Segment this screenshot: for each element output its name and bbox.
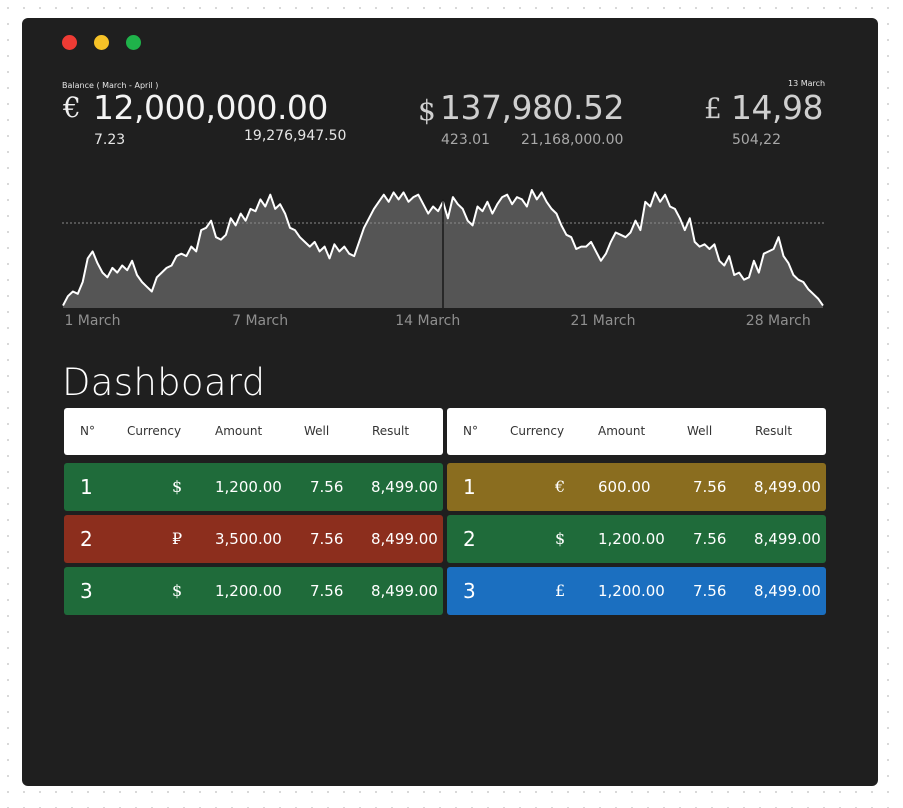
well-cell: 7.56 (693, 582, 727, 600)
app-window: Balance ( March - April ) € 12,000,000.0… (22, 18, 878, 786)
result-cell: 8,499.00 (371, 478, 438, 496)
chart-x-tick-label: 14 March (395, 313, 461, 329)
well-cell: 7.56 (310, 530, 344, 548)
pound-symbol: £ (704, 92, 722, 125)
result-cell: 8,499.00 (754, 478, 821, 496)
kpi-dollar-sub2: 21,168,000.00 (521, 132, 624, 148)
result-cell: 8,499.00 (754, 582, 821, 600)
amount-cell: 3,500.00 (215, 530, 282, 548)
column-header-well[interactable]: Well (687, 424, 713, 438)
well-cell: 7.56 (693, 530, 727, 548)
well-cell: 7.56 (310, 478, 344, 496)
column-header-well[interactable]: Well (304, 424, 330, 438)
column-header-amount[interactable]: Amount (598, 424, 646, 438)
column-header-currency[interactable]: Currency (127, 424, 182, 438)
row-number: 1 (80, 475, 93, 499)
kpi-pound-sub1: 504,22 (732, 132, 781, 148)
well-cell: 7.56 (693, 478, 727, 496)
kpi-dollar-value: 137,980.52 (440, 88, 624, 127)
table-row[interactable]: 2 ₽3,500.00 7.56 8,499.00 (64, 515, 443, 563)
currency-symbol: $ (172, 581, 183, 600)
kpi-balance-sub2: 19,276,947.50 (244, 128, 347, 144)
table-row[interactable]: 3 £1,200.00 7.56 8,499.00 (447, 567, 826, 615)
balance-chart (62, 168, 824, 313)
amount-cell: 1,200.00 (598, 530, 665, 548)
amount-cell: 1,200.00 (215, 582, 282, 600)
column-header-amount[interactable]: Amount (215, 424, 263, 438)
table-row[interactable]: 1 $1,200.00 7.56 8,499.00 (64, 463, 443, 511)
result-cell: 8,499.00 (371, 582, 438, 600)
amount-cell: 600.00 (598, 478, 651, 496)
chart-x-tick-label: 1 March (64, 313, 121, 329)
currency-symbol: $ (172, 477, 183, 496)
maximize-window-button[interactable] (126, 35, 141, 50)
euro-symbol: € (63, 91, 81, 124)
currency-symbol: € (555, 477, 566, 496)
dollar-symbol: $ (418, 94, 436, 127)
column-header-currency[interactable]: Currency (510, 424, 565, 438)
kpi-dollar-sub1: 423.01 (441, 132, 490, 148)
row-number: 2 (80, 527, 93, 551)
close-window-button[interactable] (62, 35, 77, 50)
chart-x-axis: 1 March 7 March 14 March 21 March 28 March (62, 313, 824, 333)
column-header-result[interactable]: Result (372, 424, 410, 438)
chart-x-tick-label: 21 March (570, 313, 636, 329)
balance-chart-svg (62, 189, 824, 308)
minimize-window-button[interactable] (94, 35, 109, 50)
well-cell: 7.56 (310, 582, 344, 600)
table-row[interactable]: 1 €600.00 7.56 8,499.00 (447, 463, 826, 511)
chart-x-tick-label: 28 March (745, 313, 811, 329)
row-number: 3 (463, 579, 476, 603)
dashboard-title: Dashboard (62, 361, 266, 404)
column-header-n[interactable]: N° (463, 424, 478, 438)
column-header-n[interactable]: N° (80, 424, 95, 438)
left-table-header: N° Currency Amount Well Result (64, 408, 443, 455)
kpi-balance-value: 12,000,000.00 (93, 88, 328, 127)
row-number: 3 (80, 579, 93, 603)
kpi-balance-sub1: 7.23 (94, 132, 126, 148)
currency-symbol: £ (555, 581, 566, 600)
currency-symbol: $ (555, 529, 566, 548)
row-number: 1 (463, 475, 476, 499)
result-cell: 8,499.00 (754, 530, 821, 548)
kpi-pound-date: 13 March (788, 79, 826, 88)
kpi-balance-label: Balance ( March - April ) (62, 81, 159, 90)
table-row[interactable]: 2 $1,200.00 7.56 8,499.00 (447, 515, 826, 563)
column-header-result[interactable]: Result (755, 424, 793, 438)
table-row[interactable]: 3 $1,200.00 7.56 8,499.00 (64, 567, 443, 615)
right-table-header: N° Currency Amount Well Result (447, 408, 826, 455)
chart-x-tick-label: 7 March (232, 313, 289, 329)
amount-cell: 1,200.00 (215, 478, 282, 496)
currency-symbol: ₽ (172, 529, 183, 548)
row-number: 2 (463, 527, 476, 551)
amount-cell: 1,200.00 (598, 582, 665, 600)
kpi-pound-value: 14,98 (731, 88, 823, 127)
result-cell: 8,499.00 (371, 530, 438, 548)
